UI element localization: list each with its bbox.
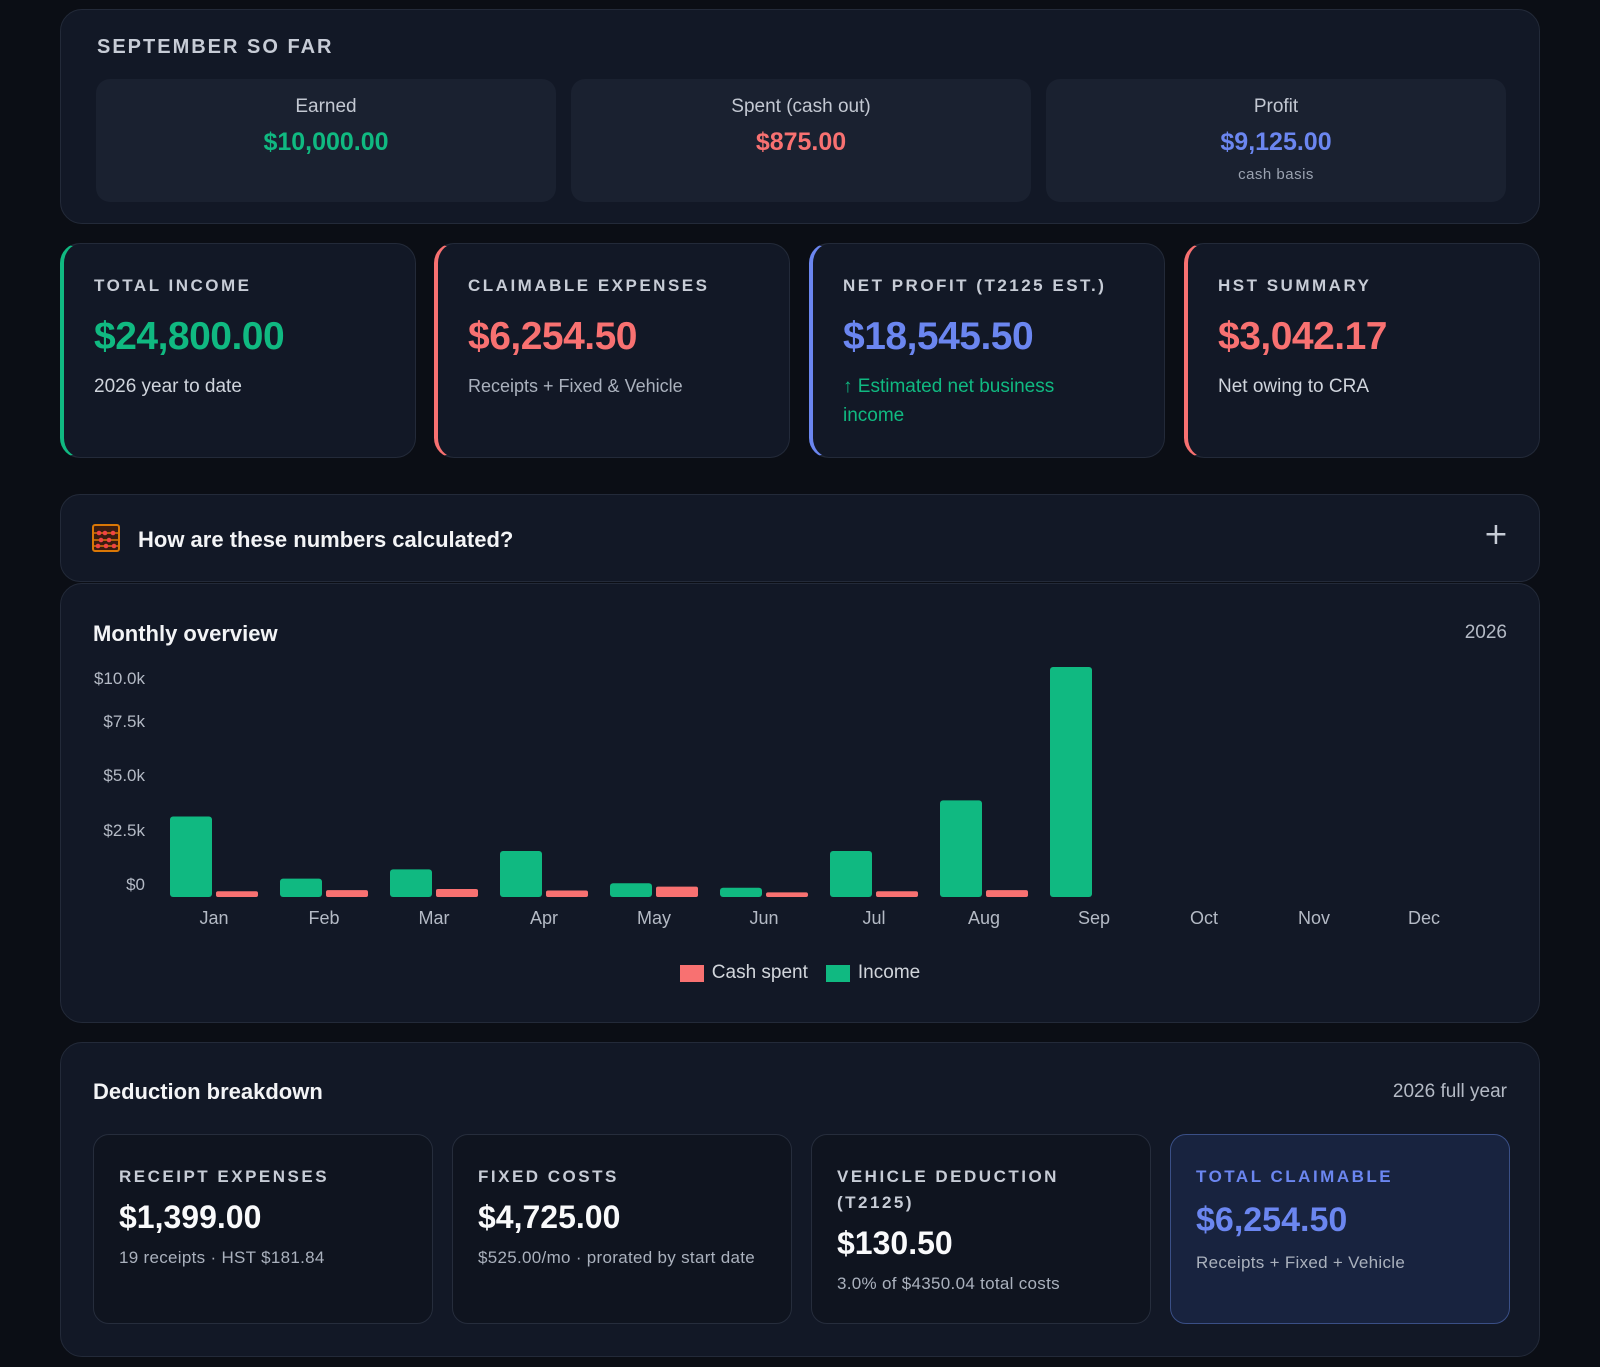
spent-label: Spent (cash out) xyxy=(731,96,871,117)
spent-bar xyxy=(656,886,698,897)
abacus-icon xyxy=(92,524,120,552)
spent-value: $875.00 xyxy=(755,128,847,156)
x-tick-label: Jun xyxy=(749,908,778,928)
kpi-sub: Net owing to CRA xyxy=(1218,376,1370,397)
legend-swatch-spent xyxy=(679,964,704,982)
ded-label: RECEIPT EXPENSES xyxy=(119,1167,330,1186)
earned-value: $10,000.00 xyxy=(263,128,389,156)
income-bar xyxy=(610,883,652,897)
ded-label: VEHICLE DEDUCTION (T2125) xyxy=(837,1167,1059,1212)
income-bar xyxy=(390,869,432,897)
calculation-question: How are these numbers calculated? xyxy=(138,527,514,552)
x-tick-label: Jul xyxy=(862,908,885,928)
ded-value: $4,725.00 xyxy=(478,1199,621,1235)
spent-box: Spent (cash out) $875.00 xyxy=(571,79,1031,202)
legend-swatch-income xyxy=(825,964,850,982)
claimable-expenses-card: CLAIMABLE EXPENSES $6,254.50 Receipts + … xyxy=(434,243,790,458)
vehicle-deduction-card: VEHICLE DEDUCTION (T2125) $130.50 3.0% o… xyxy=(811,1134,1151,1324)
ded-value: $1,399.00 xyxy=(119,1199,262,1235)
total-income-card: TOTAL INCOME $24,800.00 2026 year to dat… xyxy=(60,243,416,458)
income-bar xyxy=(1050,667,1092,897)
kpi-label: TOTAL INCOME xyxy=(94,276,252,295)
kpi-value: $6,254.50 xyxy=(468,315,638,358)
y-tick-label: $2.5k xyxy=(103,821,145,840)
deduction-period: 2026 full year xyxy=(1392,1081,1507,1102)
ded-sub: 19 receipts · HST $181.84 xyxy=(119,1248,325,1267)
spent-bar xyxy=(436,888,478,897)
spent-bar xyxy=(876,891,918,897)
x-tick-label: Jan xyxy=(199,908,228,928)
ded-label: TOTAL CLAIMABLE xyxy=(1196,1167,1394,1186)
legend-label-spent: Cash spent xyxy=(711,962,808,983)
ded-sub: $525.00/mo · prorated by start date xyxy=(478,1248,755,1267)
earned-box: Earned $10,000.00 xyxy=(96,79,556,202)
profit-label: Profit xyxy=(1253,96,1299,117)
kpi-label: HST SUMMARY xyxy=(1218,276,1372,295)
overview-title: Monthly overview xyxy=(93,621,278,646)
monthly-overview-panel: Monthly overview 2026 $10.0k $7.5k $5.0k $2… xyxy=(60,583,1540,1023)
spent-bar xyxy=(216,891,258,897)
y-tick-label: $7.5k xyxy=(103,712,145,731)
spent-bar xyxy=(326,890,368,897)
profit-value: $9,125.00 xyxy=(1220,128,1332,156)
y-tick-label: $5.0k xyxy=(103,766,145,785)
income-bar xyxy=(500,851,542,897)
monthly-bar-chart: $10.0k $7.5k $5.0k $2.5k $0 Jan Feb Mar Apr May Ju… xyxy=(94,667,1440,928)
income-bar xyxy=(830,851,872,897)
kpi-label: CLAIMABLE EXPENSES xyxy=(468,276,710,295)
profit-note: cash basis xyxy=(1238,166,1314,183)
hst-summary-card: HST SUMMARY $3,042.17 Net owing to CRA xyxy=(1184,243,1540,458)
ded-sub: 3.0% of $4350.04 total costs xyxy=(837,1274,1060,1293)
spent-bar xyxy=(766,892,808,897)
legend-label-income: Income xyxy=(857,962,921,983)
income-bar xyxy=(720,887,762,897)
kpi-sub: ↑ Estimated net business income xyxy=(843,376,1055,426)
x-tick-label: May xyxy=(637,908,671,928)
kpi-label: NET PROFIT (T2125 EST.) xyxy=(843,276,1107,295)
income-bar xyxy=(170,816,212,897)
x-tick-label: Feb xyxy=(308,908,339,928)
ded-label: FIXED COSTS xyxy=(478,1167,619,1186)
ded-value: $130.50 xyxy=(837,1225,953,1261)
ded-sub: Receipts + Fixed + Vehicle xyxy=(1196,1253,1406,1272)
deduction-title: Deduction breakdown xyxy=(93,1079,323,1104)
spent-bar xyxy=(986,890,1028,897)
income-bar xyxy=(280,878,322,897)
total-claimable-card: TOTAL CLAIMABLE $6,254.50 Receipts + Fix… xyxy=(1170,1134,1510,1324)
overview-year: 2026 xyxy=(1464,622,1507,643)
deduction-breakdown-panel: Deduction breakdown 2026 full year RECEI… xyxy=(60,1042,1540,1357)
legend-item-spent[interactable]: Cash spent xyxy=(679,962,808,984)
month-summary-panel: SEPTEMBER SO FAR Earned $10,000.00 Spent… xyxy=(60,9,1540,224)
income-bar xyxy=(940,800,982,897)
x-tick-label: Aug xyxy=(968,908,1000,928)
y-tick-label: $0 xyxy=(126,875,145,894)
kpi-value: $24,800.00 xyxy=(94,315,285,358)
month-summary-title: SEPTEMBER SO FAR xyxy=(97,36,334,58)
profit-box: Profit $9,125.00 cash basis xyxy=(1046,79,1506,202)
kpi-value: $18,545.50 xyxy=(843,315,1034,358)
plus-icon[interactable]: + xyxy=(1483,517,1509,552)
calculation-accordion[interactable]: How are these numbers calculated? + xyxy=(60,494,1540,582)
spent-bar xyxy=(546,890,588,897)
x-tick-label: Sep xyxy=(1078,908,1110,928)
kpi-value: $3,042.17 xyxy=(1218,315,1388,358)
ded-value: $6,254.50 xyxy=(1196,1201,1348,1239)
x-tick-label: Mar xyxy=(419,908,450,928)
chart-legend: Cash spent Income xyxy=(61,962,1539,984)
receipt-expenses-card: RECEIPT EXPENSES $1,399.00 19 receipts ·… xyxy=(93,1134,433,1324)
legend-item-income[interactable]: Income xyxy=(825,962,921,984)
x-tick-label: Nov xyxy=(1298,908,1330,928)
kpi-sub: 2026 year to date xyxy=(94,376,242,397)
kpi-sub: Receipts + Fixed & Vehicle xyxy=(468,376,683,396)
x-tick-label: Dec xyxy=(1408,908,1440,928)
y-tick-label: $10.0k xyxy=(94,669,146,688)
x-tick-label: Oct xyxy=(1190,908,1218,928)
earned-label: Earned xyxy=(295,96,357,117)
fixed-costs-card: FIXED COSTS $4,725.00 $525.00/mo · prora… xyxy=(452,1134,792,1324)
x-tick-label: Apr xyxy=(530,908,558,928)
net-profit-card: NET PROFIT (T2125 EST.) $18,545.50 ↑ Est… xyxy=(809,243,1165,458)
